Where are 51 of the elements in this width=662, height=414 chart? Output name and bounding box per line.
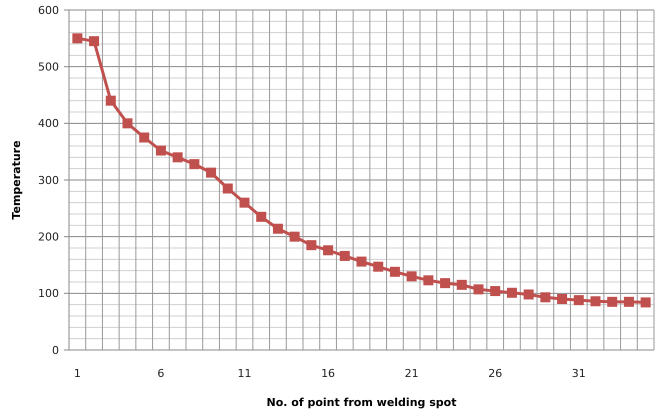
point [557, 294, 568, 304]
point [72, 33, 82, 44]
y-tick-label: 200 [38, 230, 59, 244]
x-axis-title: No. of point from welding spot [266, 396, 456, 409]
y-axis-title: Temperature [10, 140, 23, 220]
y-tick-label: 100 [38, 287, 59, 300]
x-tick-label: 16 [321, 367, 336, 380]
point [590, 296, 600, 306]
point [490, 286, 500, 296]
point [106, 96, 116, 106]
point [272, 224, 283, 234]
x-tick-label: 11 [238, 367, 252, 380]
point [256, 212, 266, 222]
point [607, 296, 618, 307]
point [156, 146, 166, 156]
y-tick-label: 500 [38, 60, 59, 74]
point [506, 288, 517, 298]
point [290, 232, 300, 242]
point [306, 240, 316, 250]
point [206, 168, 216, 178]
point [373, 262, 384, 272]
y-tick-label: 0 [52, 344, 59, 357]
y-tick-label: 400 [38, 117, 59, 130]
point [474, 284, 484, 294]
point [340, 250, 350, 261]
x-tick-label: 26 [488, 367, 502, 380]
point [440, 278, 450, 288]
point [222, 184, 233, 194]
point [390, 266, 400, 277]
x-tick-label: 21 [404, 367, 419, 380]
point [640, 297, 651, 308]
point [323, 245, 334, 256]
point [89, 36, 100, 46]
point [139, 132, 150, 142]
point [574, 295, 584, 306]
point [240, 198, 250, 208]
point [406, 271, 417, 282]
point [456, 280, 467, 290]
point [356, 256, 366, 267]
x-tick-label: 31 [572, 367, 586, 380]
y-tick-label: 600 [38, 4, 59, 17]
point [540, 292, 550, 302]
point [189, 159, 200, 170]
point [524, 289, 534, 300]
x-tick-label: 1 [74, 367, 81, 380]
y-tick-label: 300 [38, 174, 59, 187]
point [122, 118, 132, 128]
x-tick-label: 6 [157, 367, 164, 380]
point [423, 275, 434, 286]
point [172, 152, 183, 162]
point [624, 296, 634, 307]
